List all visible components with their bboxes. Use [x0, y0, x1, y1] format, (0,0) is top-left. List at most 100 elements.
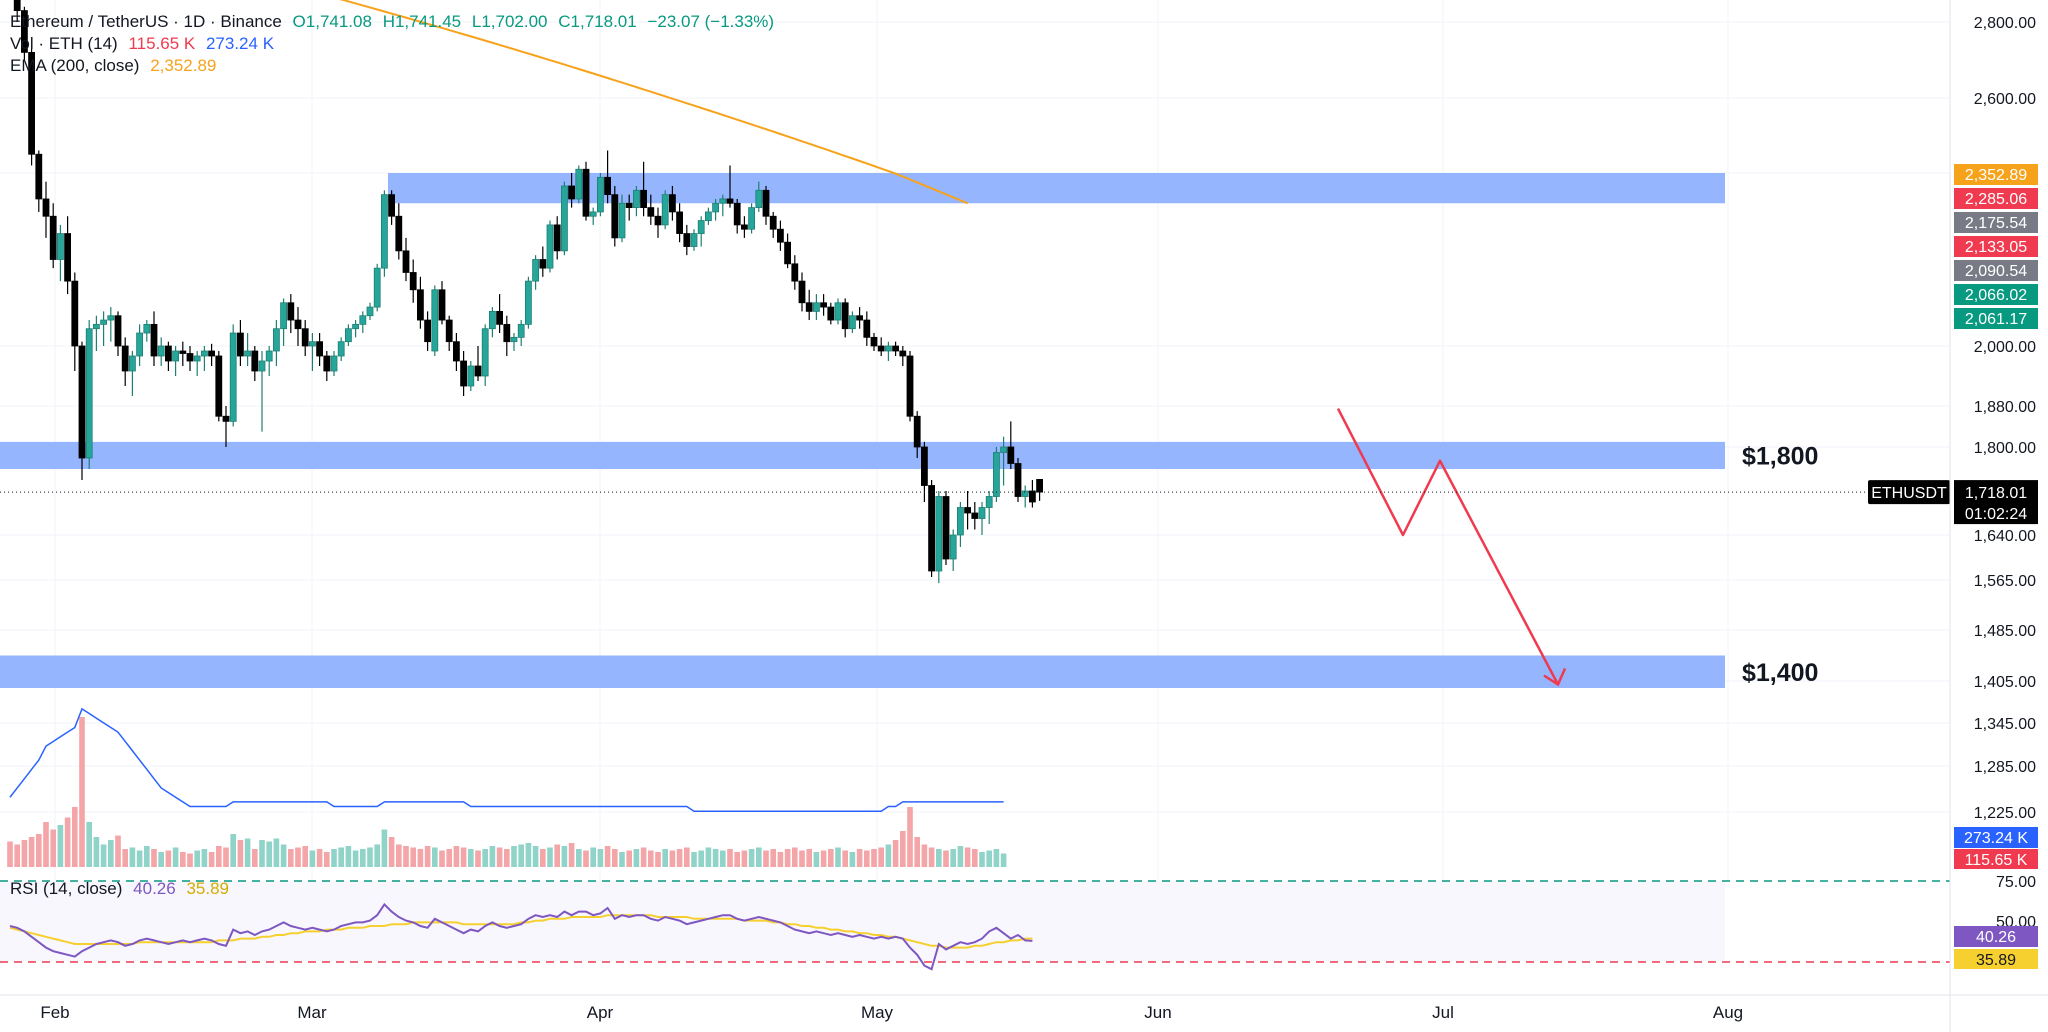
price-tag-label: 2,061.17 — [1965, 311, 2027, 328]
volume-bar — [604, 846, 611, 867]
volume-bar — [410, 847, 416, 867]
volume-bar — [72, 807, 78, 867]
volume-bar — [237, 840, 244, 867]
volume-bar — [547, 847, 553, 867]
candle — [676, 211, 683, 234]
volume-bar — [201, 849, 208, 867]
candle — [654, 215, 662, 226]
volume-bar — [36, 834, 42, 867]
volume-bar — [540, 849, 546, 867]
volume-bar — [50, 829, 56, 867]
candle — [827, 306, 835, 321]
volume-bar — [194, 850, 200, 867]
volume-bar — [849, 852, 856, 867]
volume-bar — [21, 840, 28, 867]
candle — [985, 496, 993, 508]
candle — [539, 259, 547, 269]
volume-bar — [972, 849, 978, 867]
rsi-ma-value: 35.89 — [186, 879, 229, 898]
volume-bar — [115, 835, 121, 867]
candle — [661, 194, 669, 226]
volume-bar — [655, 852, 661, 867]
candle — [164, 345, 172, 362]
candle — [488, 310, 496, 330]
candle — [157, 345, 165, 357]
candle — [20, 10, 28, 53]
candle — [726, 198, 734, 204]
zone-label: $1,400 — [1742, 659, 1818, 687]
price-tag-label: 2,175.54 — [1965, 215, 2027, 232]
candle — [1029, 490, 1036, 503]
candle — [611, 194, 619, 239]
volume-bar — [259, 840, 265, 867]
volume-bar — [741, 850, 748, 867]
candle — [424, 319, 432, 343]
candle — [964, 507, 971, 514]
volume-bar — [280, 844, 287, 867]
rsi-tag — [1954, 926, 2038, 947]
candle — [597, 176, 604, 213]
candle — [409, 272, 417, 291]
volume-bar — [864, 850, 870, 867]
candle — [885, 345, 892, 352]
volume-bar — [345, 846, 352, 867]
candle — [604, 176, 611, 196]
volume-bar — [532, 846, 539, 867]
candle — [762, 189, 770, 217]
candle — [280, 302, 288, 330]
volume-bar — [763, 850, 769, 867]
candle — [625, 202, 633, 208]
candle — [337, 341, 345, 357]
volume-bar — [590, 847, 596, 867]
volume-bar — [151, 849, 157, 867]
volume-bar — [907, 807, 913, 867]
volume-bar — [187, 853, 193, 867]
candle — [143, 323, 151, 334]
volume-bar — [374, 844, 380, 867]
candle — [107, 315, 115, 321]
candle — [798, 280, 806, 304]
volume-bar — [360, 849, 366, 867]
candle — [128, 355, 136, 372]
volume-bar — [266, 841, 272, 867]
volume-bar — [460, 847, 467, 867]
candle — [899, 350, 907, 357]
volume-bar — [676, 849, 683, 867]
candle — [366, 306, 374, 317]
volume-bar — [309, 850, 316, 867]
last-price-value: 1,718.01 — [1965, 485, 2027, 502]
volume-bar — [244, 838, 251, 867]
price-axis-label: 1,800.00 — [1974, 440, 2036, 457]
candle — [971, 512, 979, 519]
ema-legend: EMA (200, close) 2,352.89 — [10, 56, 222, 76]
price-axis-label: 1,225.00 — [1974, 805, 2036, 822]
volume-bar — [158, 852, 164, 867]
candle — [949, 534, 957, 560]
volume-bar — [784, 849, 791, 867]
price-tag — [1954, 212, 2038, 233]
volume-bar — [842, 850, 848, 867]
ema-line — [339, 0, 968, 205]
volume-bar — [7, 841, 13, 867]
volume-ma-tag-label: 273.24 K — [1964, 830, 2028, 847]
candle — [460, 360, 468, 387]
candle — [467, 365, 475, 387]
volume-bar — [475, 850, 481, 867]
change-value: −23.07 (−1.33%) — [647, 12, 775, 31]
price-tag — [1954, 308, 2038, 329]
candle — [215, 355, 223, 417]
volume-bar — [518, 844, 524, 867]
volume-bar — [633, 849, 640, 867]
volume-bar — [748, 849, 755, 867]
volume-bar — [482, 849, 488, 867]
volume-bar — [986, 850, 992, 867]
volume-bar — [734, 852, 740, 867]
price-axis-label: 1,640.00 — [1974, 528, 2036, 545]
volume-bar — [136, 850, 143, 867]
volume-bar — [640, 847, 647, 867]
candle — [633, 189, 640, 209]
candle — [841, 302, 849, 330]
volume-bar — [669, 850, 676, 867]
candle — [193, 355, 201, 362]
